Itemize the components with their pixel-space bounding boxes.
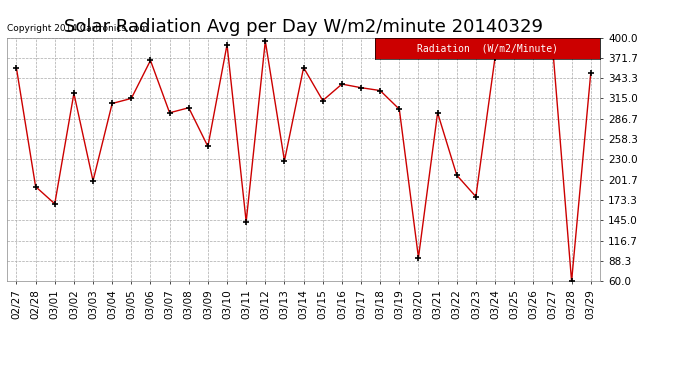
- Text: Copyright 2014 Cartronics.com: Copyright 2014 Cartronics.com: [7, 24, 148, 33]
- Title: Solar Radiation Avg per Day W/m2/minute 20140329: Solar Radiation Avg per Day W/m2/minute …: [64, 18, 543, 36]
